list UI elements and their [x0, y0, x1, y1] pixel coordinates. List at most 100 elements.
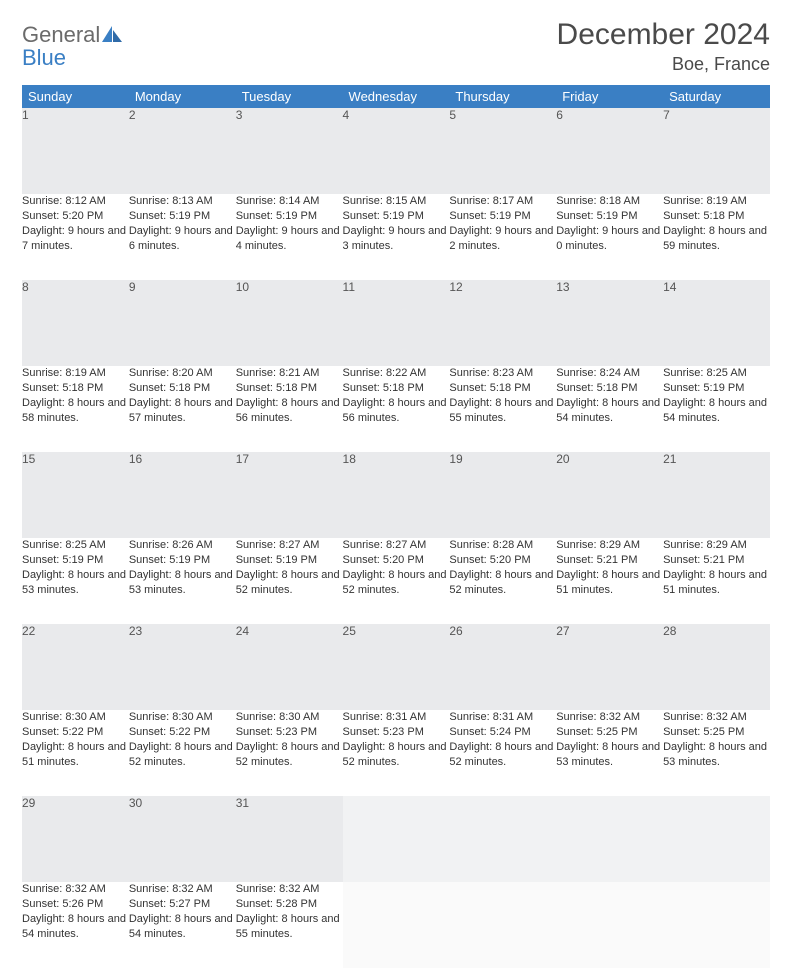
- sunrise-line: Sunrise: 8:17 AM: [449, 195, 533, 207]
- day-number-cell: 6: [556, 108, 663, 194]
- day-content-cell: Sunrise: 8:18 AM Sunset: 5:19 PM Daylight:…: [556, 194, 663, 280]
- day-number-row: 891011121314: [22, 280, 770, 366]
- sunset-line: Sunset: 5:21 PM: [663, 554, 744, 566]
- day-number-cell: 10: [236, 280, 343, 366]
- calendar-header-row: SundayMondayTuesdayWednesdayThursdayFrid…: [22, 85, 770, 108]
- day-content-cell: Sunrise: 8:13 AMSunset: 5:19 PMDaylight:…: [129, 194, 236, 280]
- day-content-cell: Sunrise: 8:29 AM Sunset: 5:21 PM Daylight:…: [556, 538, 663, 624]
- sunset-line: Sunset: 5:21 PM: [556, 554, 637, 566]
- weekday-header: Sunday: [22, 85, 129, 108]
- day-number-cell: 17: [236, 452, 343, 538]
- day-content-cell: Sunrise: 8:21 AMSunset: 5:18 PMDaylight:…: [236, 366, 343, 452]
- day-content-cell: Sunrise: 8:32 AMSunset: 5:27 PMDaylight:…: [129, 882, 236, 968]
- day-content-cell: Sunrise: 8:29 AMSunset: 5:21 PMDaylight:…: [663, 538, 770, 624]
- daylight-line: Daylight: 9 hours and 3 minutes.: [343, 225, 447, 252]
- day-number-cell: 7: [663, 108, 770, 194]
- header: General Blue December 2024 Boe, France: [22, 18, 770, 75]
- location: Boe, France: [557, 54, 770, 75]
- day-number-cell: 22: [22, 624, 129, 710]
- day-content-cell: Sunrise: 8:32 AMSunset: 5:26 PMDaylight:…: [22, 882, 129, 968]
- day-content-row: Sunrise: 8:25 AM Sunset: 5:19 PM Daylight:…: [22, 538, 770, 624]
- sunrise-line: Sunrise: 8:29 AM: [556, 539, 640, 551]
- sunrise-line: Sunrise: 8:25 AM: [22, 539, 106, 551]
- day-number-cell: 12: [449, 280, 556, 366]
- day-content-cell: Sunrise: 8:19 AMSunset: 5:18 PMDaylight:…: [22, 366, 129, 452]
- day-number-cell: 9: [129, 280, 236, 366]
- day-number-cell: 21: [663, 452, 770, 538]
- day-content-cell: Sunrise: 8:20 AMSunset: 5:18 PMDaylight:…: [129, 366, 236, 452]
- day-number-cell: 4: [343, 108, 450, 194]
- sunset-line: Sunset: 5:19 PM: [556, 210, 637, 222]
- sunset-line: Sunset: 5:19 PM: [663, 382, 744, 394]
- day-number-cell: 5: [449, 108, 556, 194]
- sunrise-line: Sunrise: 8:21 AM: [236, 367, 320, 379]
- sunrise-line: Sunrise: 8:14 AM: [236, 195, 320, 207]
- daylight-line: Daylight: 8 hours and 56 minutes.: [343, 397, 447, 424]
- day-number-row: 1234567: [22, 108, 770, 194]
- day-number-cell: 2: [129, 108, 236, 194]
- day-content-cell: Sunrise: 8:31 AMSunset: 5:23 PMDaylight:…: [343, 710, 450, 796]
- day-content-cell: Sunrise: 8:25 AMSunset: 5:19 PMDaylight:…: [663, 366, 770, 452]
- day-content-cell: Sunrise: 8:30 AMSunset: 5:23 PMDaylight:…: [236, 710, 343, 796]
- day-content-cell: Sunrise: 8:22 AMSunset: 5:18 PMDaylight:…: [343, 366, 450, 452]
- day-content-cell: Sunrise: 8:27 AMSunset: 5:19 PMDaylight:…: [236, 538, 343, 624]
- day-number-cell: 29: [22, 796, 129, 882]
- daylight-line: Daylight: 8 hours and 57 minutes.: [129, 397, 233, 424]
- day-number-cell: 14: [663, 280, 770, 366]
- sunrise-line: Sunrise: 8:32 AM: [556, 711, 640, 723]
- sunrise-line: Sunrise: 8:23 AM: [449, 367, 533, 379]
- logo: General Blue: [22, 24, 124, 70]
- daylight-line: Daylight: 8 hours and 59 minutes.: [663, 225, 767, 252]
- day-number-cell: 23: [129, 624, 236, 710]
- daylight-line: Daylight: 8 hours and 54 minutes.: [22, 913, 126, 940]
- sunrise-line: Sunrise: 8:18 AM: [556, 195, 640, 207]
- daylight-line: Daylight: 8 hours and 52 minutes.: [449, 741, 553, 768]
- day-content-cell: Sunrise: 8:12 AMSunset: 5:20 PMDaylight:…: [22, 194, 129, 280]
- day-number-cell: 19: [449, 452, 556, 538]
- daylight-line: Daylight: 9 hours and 4 minutes.: [236, 225, 340, 252]
- day-number-row: 22232425262728: [22, 624, 770, 710]
- day-content-cell: Sunrise: 8:15 AMSunset: 5:19 PMDaylight:…: [343, 194, 450, 280]
- sunset-line: Sunset: 5:23 PM: [236, 726, 317, 738]
- daylight-line: Daylight: 8 hours and 51 minutes.: [556, 569, 660, 596]
- sunrise-line: Sunrise: 8:30 AM: [22, 711, 106, 723]
- day-number-row: 293031: [22, 796, 770, 882]
- day-number-cell: 25: [343, 624, 450, 710]
- title-block: December 2024 Boe, France: [557, 18, 770, 75]
- daylight-line: Daylight: 8 hours and 55 minutes.: [449, 397, 553, 424]
- day-number-cell: 20: [556, 452, 663, 538]
- daylight-line: Daylight: 8 hours and 58 minutes.: [22, 397, 126, 424]
- day-number-cell: 16: [129, 452, 236, 538]
- weekday-header: Tuesday: [236, 85, 343, 108]
- day-number-row: 15161718192021: [22, 452, 770, 538]
- daylight-line: Daylight: 8 hours and 53 minutes.: [129, 569, 233, 596]
- day-number-cell: 11: [343, 280, 450, 366]
- daylight-line: Daylight: 9 hours and 0 minutes.: [556, 225, 660, 252]
- sunset-line: Sunset: 5:19 PM: [129, 210, 210, 222]
- sunset-line: Sunset: 5:18 PM: [663, 210, 744, 222]
- daylight-line: Daylight: 8 hours and 52 minutes.: [236, 569, 340, 596]
- day-content-row: Sunrise: 8:12 AMSunset: 5:20 PMDaylight:…: [22, 194, 770, 280]
- day-content-cell: Sunrise: 8:27 AMSunset: 5:20 PMDaylight:…: [343, 538, 450, 624]
- sunrise-line: Sunrise: 8:31 AM: [449, 711, 533, 723]
- daylight-line: Daylight: 8 hours and 52 minutes.: [343, 569, 447, 596]
- sunrise-line: Sunrise: 8:19 AM: [22, 367, 106, 379]
- day-number-cell: [449, 796, 556, 882]
- day-content-cell: [556, 882, 663, 968]
- sunrise-line: Sunrise: 8:15 AM: [343, 195, 427, 207]
- day-content-row: Sunrise: 8:30 AMSunset: 5:22 PMDaylight:…: [22, 710, 770, 796]
- sunrise-line: Sunrise: 8:12 AM: [22, 195, 106, 207]
- day-number-cell: 13: [556, 280, 663, 366]
- day-content-cell: Sunrise: 8:28 AMSunset: 5:20 PMDaylight:…: [449, 538, 556, 624]
- daylight-line: Daylight: 8 hours and 52 minutes.: [343, 741, 447, 768]
- weekday-header: Friday: [556, 85, 663, 108]
- daylight-line: Daylight: 8 hours and 54 minutes.: [556, 397, 660, 424]
- weekday-header: Wednesday: [343, 85, 450, 108]
- sunset-line: Sunset: 5:18 PM: [343, 382, 424, 394]
- sunset-line: Sunset: 5:23 PM: [343, 726, 424, 738]
- weekday-header: Thursday: [449, 85, 556, 108]
- daylight-line: Daylight: 8 hours and 53 minutes.: [663, 741, 767, 768]
- sunset-line: Sunset: 5:19 PM: [22, 554, 103, 566]
- sunrise-line: Sunrise: 8:25 AM: [663, 367, 747, 379]
- daylight-line: Daylight: 8 hours and 51 minutes.: [22, 741, 126, 768]
